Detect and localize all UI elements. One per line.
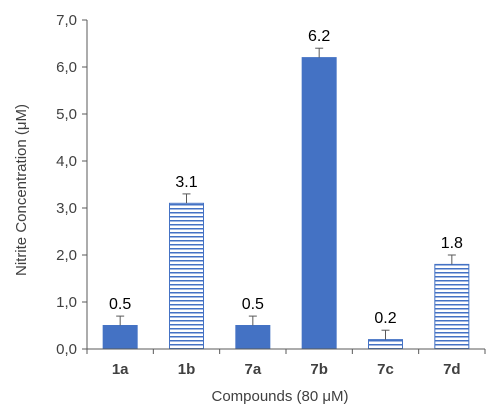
data-label-7d: 1.8 <box>441 235 463 252</box>
data-label-1b: 3.1 <box>175 174 197 191</box>
y-tick-label: 5,0 <box>56 106 77 123</box>
x-tick-label-7c: 7c <box>377 361 394 378</box>
data-label-1a: 0.5 <box>109 296 131 313</box>
x-tick-label-7b: 7b <box>310 361 328 378</box>
bar-7a <box>235 325 271 350</box>
y-tick-label: 1,0 <box>56 294 77 311</box>
data-label-7c: 0.2 <box>374 310 396 327</box>
y-tick-label: 6,0 <box>56 59 77 76</box>
bar-7b <box>301 57 337 350</box>
y-tick-label: 4,0 <box>56 153 77 170</box>
x-tick-label-1a: 1a <box>112 361 129 378</box>
data-label-7a: 0.5 <box>242 296 264 313</box>
y-tick-label: 0,0 <box>56 341 77 358</box>
y-tick-label: 3,0 <box>56 200 77 217</box>
y-tick-label: 2,0 <box>56 247 77 264</box>
bars-layer <box>102 47 470 350</box>
bar-7d <box>434 263 470 350</box>
x-tick-label-7d: 7d <box>443 361 461 378</box>
x-tick-label-7a: 7a <box>244 361 261 378</box>
data-label-7b: 6.2 <box>308 28 330 45</box>
bar-1a <box>102 325 138 350</box>
x-axis-title: Compounds (80 μM) <box>211 388 348 405</box>
x-tick-label-1b: 1b <box>178 361 196 378</box>
y-tick-label: 7,0 <box>56 12 77 29</box>
labels-layer: 0.5 1a 3.1 1b 0.5 7a 6.2 7b 0.2 7c 1.8 7d <box>109 28 463 378</box>
bar-1b <box>169 202 204 350</box>
bar-7c <box>368 339 403 350</box>
y-axis-title: Nitrite Concentration (μM) <box>13 104 30 276</box>
axis-layer: 0,0 1,0 2,0 3,0 4,0 5,0 6,0 7,0 <box>56 12 486 358</box>
